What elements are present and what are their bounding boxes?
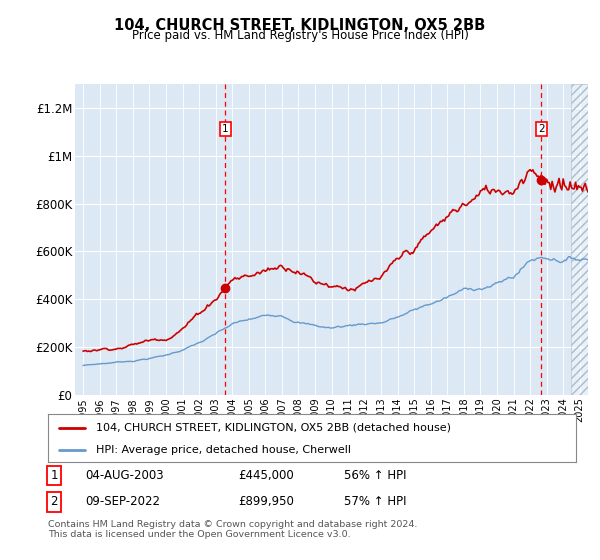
- Text: 1: 1: [222, 124, 229, 134]
- Text: 56% ↑ HPI: 56% ↑ HPI: [344, 469, 406, 482]
- Text: HPI: Average price, detached house, Cherwell: HPI: Average price, detached house, Cher…: [95, 445, 350, 455]
- Text: 09-SEP-2022: 09-SEP-2022: [85, 495, 160, 508]
- Text: 104, CHURCH STREET, KIDLINGTON, OX5 2BB (detached house): 104, CHURCH STREET, KIDLINGTON, OX5 2BB …: [95, 423, 451, 433]
- Text: 2: 2: [538, 124, 544, 134]
- Text: Price paid vs. HM Land Registry's House Price Index (HPI): Price paid vs. HM Land Registry's House …: [131, 29, 469, 42]
- Text: Contains HM Land Registry data © Crown copyright and database right 2024.
This d: Contains HM Land Registry data © Crown c…: [48, 520, 418, 539]
- Text: £445,000: £445,000: [238, 469, 294, 482]
- Text: 04-AUG-2003: 04-AUG-2003: [85, 469, 164, 482]
- Text: 104, CHURCH STREET, KIDLINGTON, OX5 2BB: 104, CHURCH STREET, KIDLINGTON, OX5 2BB: [115, 18, 485, 33]
- Text: 1: 1: [50, 469, 58, 482]
- Text: 2: 2: [50, 495, 58, 508]
- Text: £899,950: £899,950: [238, 495, 294, 508]
- Text: 57% ↑ HPI: 57% ↑ HPI: [344, 495, 406, 508]
